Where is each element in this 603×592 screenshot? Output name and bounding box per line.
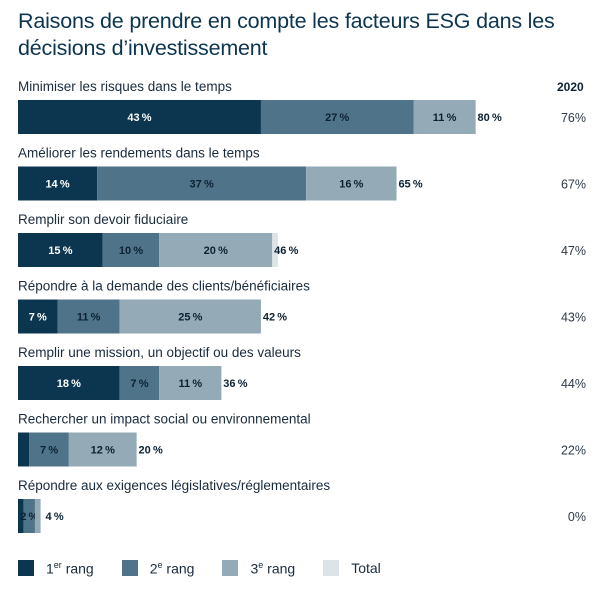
bar-segment-rank3 (413, 100, 476, 134)
previous-year-value: 47% (561, 244, 586, 258)
bar-segment-rank2 (119, 366, 160, 400)
data-label-rank3: 11 % (433, 112, 457, 124)
bar-segment-rank3 (159, 233, 273, 267)
category-label: Répondre à la demande des clients/bénéfi… (18, 279, 310, 294)
legend-item-rank3: 3e rang (222, 560, 295, 577)
data-label-total: 46 % (274, 245, 298, 257)
data-label-total: 4 % (46, 511, 64, 523)
category-label: Répondre aux exigences législatives/régl… (18, 478, 330, 493)
bar-segment-rank1 (18, 499, 24, 533)
bar-segment-rank2 (57, 299, 120, 334)
data-label-total: 80 % (478, 112, 502, 124)
legend-swatch-rank1 (18, 560, 34, 577)
data-label-rank1: 18 % (57, 378, 81, 390)
bar-segment-rank3 (34, 499, 41, 533)
data-label-rank2: 11 % (77, 312, 101, 324)
legend-label-rank1: 1er rang (46, 560, 94, 577)
data-label-rank1: 7 % (29, 312, 47, 324)
previous-year-value: 67% (561, 178, 586, 192)
data-label-total: 20 % (139, 445, 163, 457)
data-label-rank1: 43 % (127, 112, 151, 124)
data-label-rank2: 27 % (325, 112, 349, 124)
data-label-rank3: 20 % (204, 245, 228, 257)
bar-segment-rank3 (306, 166, 397, 201)
bar-segment-rank2 (29, 432, 69, 467)
bar-segment-rank1 (18, 432, 30, 467)
bar-segment-rank1 (18, 166, 98, 201)
legend-label-rank2: 2e rang (149, 560, 195, 577)
data-label-rank3: 12 % (91, 445, 115, 457)
legend-swatch-total (323, 560, 340, 577)
legend-item-rank1: 1er rang (18, 560, 94, 577)
previous-year-value: 43% (561, 311, 586, 325)
previous-year-value: 76% (561, 111, 586, 125)
category-label: Minimiser les risques dans le temps (18, 79, 232, 94)
data-label-rank3: 25 % (178, 312, 202, 324)
data-label-rank2: 37 % (190, 179, 214, 191)
legend-item-rank2: 2e rang (121, 560, 195, 577)
data-label-rank2: 10 % (119, 245, 143, 257)
chart-title: Raisons de prendre en compte les facteur… (18, 9, 555, 60)
data-label-rank1: 15 % (48, 245, 72, 257)
bar-segment-rank2 (97, 166, 307, 201)
bar-segment-rank1 (18, 366, 120, 400)
legend-label-total: Total (351, 560, 381, 577)
bar-segment-rank2 (102, 233, 160, 267)
data-label-total: 42 % (263, 312, 287, 324)
bar-segment-rank3 (119, 299, 261, 334)
legend-label-rank3: 3e rang (250, 560, 296, 577)
category-label: Remplir son devoir fiduciaire (18, 212, 188, 227)
previous-year-value: 0% (568, 510, 586, 524)
bar-segment-rank1 (18, 233, 103, 267)
bar-segment-rank1 (18, 299, 58, 334)
previous-year-value: 44% (561, 377, 586, 391)
legend-swatch-rank2 (121, 560, 138, 577)
category-label: Remplir une mission, un objectif ou des … (18, 345, 301, 360)
bar-segment-rank3 (159, 366, 222, 400)
bar-segment-rank2 (260, 100, 414, 134)
category-label: Améliorer les rendements dans le temps (18, 146, 260, 161)
bar-segment-rank3 (68, 432, 137, 467)
data-label-total: 36 % (223, 378, 247, 390)
legend: 1er rang 2e rang 3e rang Total (18, 560, 409, 577)
data-label-rank1: 14 % (45, 179, 69, 191)
year-header: 2020 (557, 80, 584, 94)
bar-segment-rank1 (18, 100, 261, 134)
data-label-rank3: 11 % (179, 378, 203, 390)
bar-segment-total (272, 233, 278, 267)
legend-swatch-rank3 (222, 560, 239, 577)
data-label-rank2: 2 % (20, 511, 38, 523)
data-label-rank2: 7 % (130, 378, 148, 390)
bar-segment-rank2 (23, 499, 35, 533)
legend-item-total: Total (323, 560, 381, 577)
category-label: Rechercher un impact social ou environne… (18, 412, 311, 427)
data-label-total: 65 % (398, 179, 422, 191)
data-label-rank3: 16 % (339, 179, 363, 191)
data-label-rank2: 7 % (40, 445, 58, 457)
previous-year-value: 22% (561, 444, 586, 458)
